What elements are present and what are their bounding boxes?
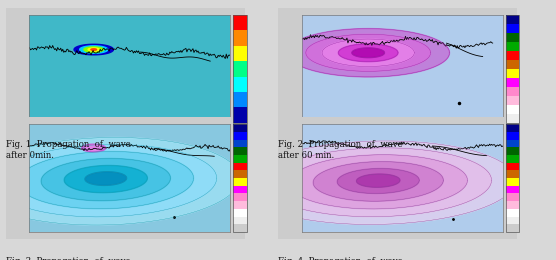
Polygon shape (86, 145, 102, 151)
Polygon shape (241, 141, 515, 224)
Polygon shape (322, 39, 414, 67)
Polygon shape (18, 152, 193, 209)
Text: Fig. 1  Propagation  of  wave
after 0min.: Fig. 1 Propagation of wave after 0min. (6, 140, 131, 160)
Text: Fig. 2  Propagation  of  wave
after 60 min.: Fig. 2 Propagation of wave after 60 min. (278, 140, 403, 160)
Polygon shape (339, 44, 398, 62)
Polygon shape (287, 29, 449, 77)
Polygon shape (352, 48, 384, 58)
Polygon shape (289, 155, 468, 209)
Polygon shape (84, 47, 103, 52)
Polygon shape (0, 138, 240, 225)
Polygon shape (265, 148, 492, 217)
Polygon shape (64, 165, 147, 193)
Polygon shape (85, 172, 127, 185)
Text: Fig. 4  Propagation  of  wave
after 180 min.: Fig. 4 Propagation of wave after 180 min… (278, 257, 403, 260)
Polygon shape (0, 145, 217, 217)
Polygon shape (82, 144, 106, 152)
Polygon shape (313, 162, 443, 201)
Polygon shape (91, 49, 97, 50)
Text: Fig. 3  Propagation  of  wave
after 120 min.: Fig. 3 Propagation of wave after 120 min… (6, 257, 130, 260)
Polygon shape (306, 34, 430, 71)
Polygon shape (88, 48, 100, 51)
Polygon shape (337, 168, 419, 193)
Polygon shape (74, 44, 113, 55)
Polygon shape (41, 159, 171, 201)
Polygon shape (356, 174, 400, 187)
Polygon shape (80, 46, 108, 53)
